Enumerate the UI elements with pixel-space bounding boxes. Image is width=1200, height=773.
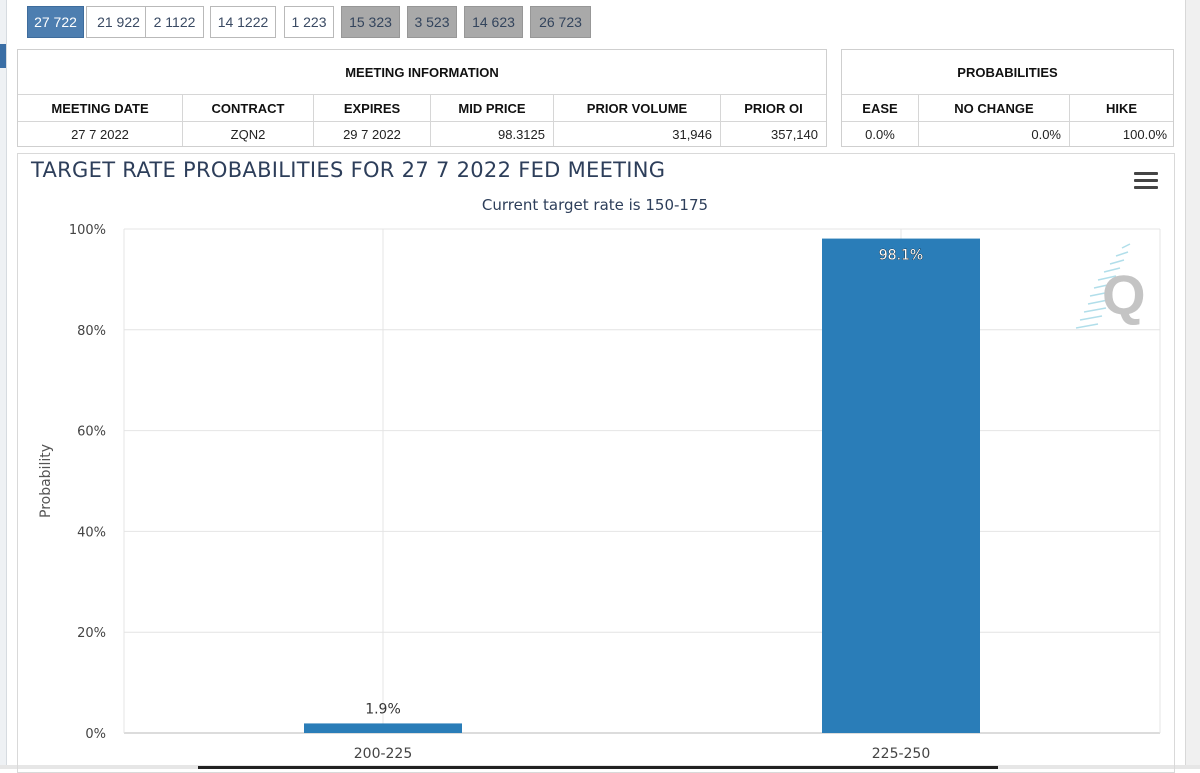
meeting-information-panel: MEETING INFORMATION MEETING DATE CONTRAC… <box>17 49 827 147</box>
tab-meeting-4[interactable]: 14 1222 <box>210 6 276 38</box>
x-tick-label: 225-250 <box>872 746 931 762</box>
quikstrike-watermark-icon: Q <box>1075 243 1146 329</box>
window-bottom-edge <box>0 765 1200 769</box>
chart-title: TARGET RATE PROBABILITIES FOR 27 7 2022 … <box>31 158 666 182</box>
header-mid-price: MID PRICE <box>430 94 554 122</box>
header-hike: HIKE <box>1069 94 1173 122</box>
bottom-scroll-bar[interactable] <box>198 766 998 769</box>
cell-hike: 100.0% <box>1069 121 1173 146</box>
y-tick-label: 20% <box>77 626 106 641</box>
header-prior-volume: PRIOR VOLUME <box>553 94 721 122</box>
cell-prior-volume: 31,946 <box>553 121 721 146</box>
cell-expires: 29 7 2022 <box>313 121 431 146</box>
cell-prior-oi: 357,140 <box>720 121 826 146</box>
y-tick-label: 60% <box>77 425 106 440</box>
header-contract: CONTRACT <box>182 94 314 122</box>
x-tick-label: 200-225 <box>354 746 413 762</box>
header-expires: EXPIRES <box>313 94 431 122</box>
y-tick-label: 80% <box>77 324 106 339</box>
bar-200-225[interactable] <box>304 723 462 733</box>
svg-text:Q: Q <box>1102 263 1146 326</box>
y-tick-label: 40% <box>77 525 106 540</box>
y-axis-title: Probability <box>38 444 54 518</box>
left-edge-accent <box>0 44 6 68</box>
tab-meeting-5[interactable]: 1 223 <box>284 6 334 38</box>
cell-no-change: 0.0% <box>918 121 1070 146</box>
cell-contract: ZQN2 <box>182 121 314 146</box>
y-tick-label: 100% <box>69 223 106 238</box>
tab-meeting-9[interactable]: 26 723 <box>530 6 591 38</box>
cell-meeting-date: 27 7 2022 <box>18 121 183 146</box>
hamburger-menu-icon[interactable] <box>1134 172 1158 190</box>
window-left-edge <box>0 0 7 769</box>
header-prior-oi: PRIOR OI <box>720 94 826 122</box>
header-no-change: NO CHANGE <box>918 94 1070 122</box>
probabilities-panel: PROBABILITIES EASE NO CHANGE HIKE 0.0% 0… <box>841 49 1174 147</box>
cell-ease: 0.0% <box>842 121 919 146</box>
meeting-information-title: MEETING INFORMATION <box>18 50 826 95</box>
tab-meeting-7[interactable]: 3 523 <box>407 6 457 38</box>
header-meeting-date: MEETING DATE <box>18 94 183 122</box>
y-tick-label: 0% <box>85 727 106 742</box>
data-label: 1.9% <box>365 701 401 717</box>
tab-meeting-2[interactable]: 21 922 <box>86 6 151 38</box>
tab-meeting-6[interactable]: 15 323 <box>341 6 400 38</box>
tab-meeting-8[interactable]: 14 623 <box>464 6 523 38</box>
bar-225-250[interactable] <box>822 238 980 734</box>
data-label: 98.1% <box>879 248 923 264</box>
window-scrollbar[interactable] <box>1185 0 1200 769</box>
probabilities-title: PROBABILITIES <box>842 50 1173 95</box>
header-ease: EASE <box>842 94 919 122</box>
tab-meeting-1[interactable]: 27 722 <box>27 6 84 38</box>
tab-meeting-3[interactable]: 2 1122 <box>145 6 204 38</box>
chart-subtitle: Current target rate is 150-175 <box>481 196 709 214</box>
